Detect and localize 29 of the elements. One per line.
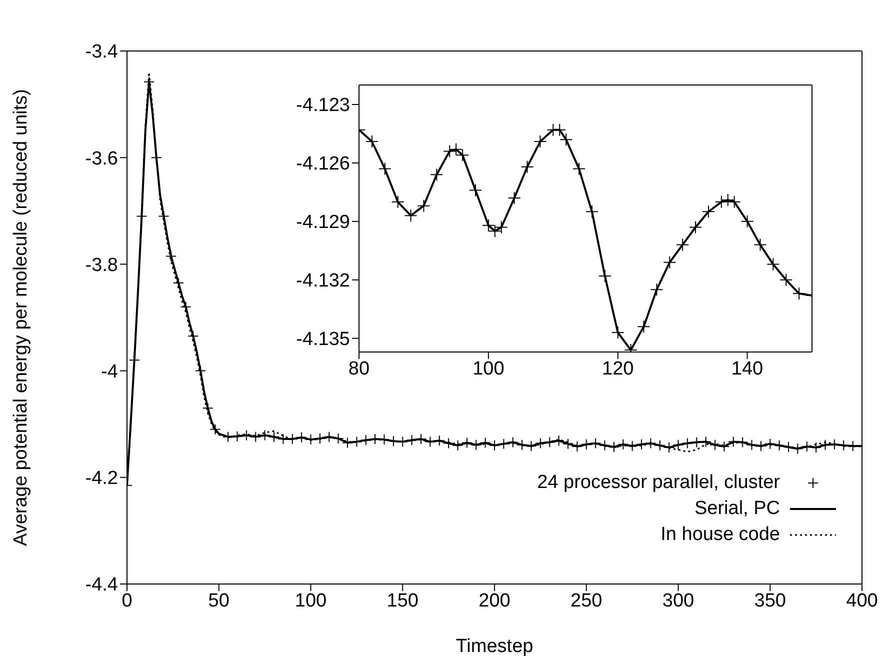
legend-label: 24 processor parallel, cluster [537, 472, 780, 494]
x-tick-label: 150 [386, 590, 418, 612]
y-tick-label: -4.132 [296, 270, 350, 292]
x-tick-label: 120 [602, 358, 634, 380]
x-tick-label: 250 [570, 590, 602, 612]
legend-label: Serial, PC [694, 498, 780, 520]
x-axis-title: Timestep [456, 636, 534, 657]
y-tick-label: -4 [101, 362, 118, 383]
y-tick-label: -4.135 [296, 329, 350, 350]
x-tick-label: 100 [472, 358, 504, 380]
x-tick-label: 400 [846, 590, 878, 612]
y-tick-label: -4.2 [85, 468, 118, 490]
x-tick-label: 0 [122, 590, 132, 612]
x-tick-label: 100 [294, 590, 327, 612]
y-tick-label: -3.4 [85, 42, 118, 63]
x-tick-label: 140 [731, 358, 764, 380]
x-tick-label: 80 [348, 358, 370, 380]
y-tick-label: -3.8 [85, 254, 118, 276]
x-tick-label: 350 [754, 590, 786, 612]
x-tick-label: 300 [662, 590, 694, 612]
y-tick-label: -4.123 [296, 95, 350, 116]
x-tick-label: 200 [478, 590, 510, 612]
legend-label: In house code [660, 524, 780, 546]
y-axis-title: Average potential energy per molecule (reduced units) [10, 89, 32, 546]
x-tick-label: 50 [208, 590, 230, 612]
y-tick-label: -4.4 [85, 574, 118, 596]
y-tick-label: -4.126 [296, 154, 350, 175]
y-tick-label: -3.6 [85, 148, 118, 170]
y-tick-label: -4.129 [296, 212, 350, 234]
